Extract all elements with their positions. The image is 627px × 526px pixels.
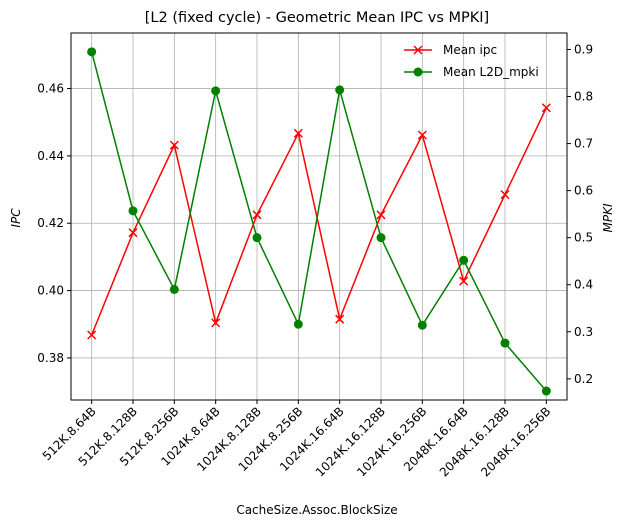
y2-tick-label: 0.2 (574, 372, 593, 386)
data-point (128, 206, 138, 216)
x-tick-label: 1024K.16.256B (354, 404, 429, 479)
data-point (335, 85, 345, 95)
data-point (211, 86, 221, 96)
data-point (500, 338, 510, 348)
y2-tick-label: 0.6 (574, 184, 593, 198)
data-point (376, 233, 386, 243)
data-point (128, 228, 138, 238)
y2-tick-label: 0.7 (574, 137, 593, 151)
data-point (293, 128, 303, 138)
y-axis-title: IPC (9, 208, 23, 228)
y2-tick-label: 0.5 (574, 231, 593, 245)
chart-title: [L2 (fixed cycle) - Geometric Mean IPC v… (145, 10, 489, 26)
data-point (459, 255, 469, 265)
y2-tick-label: 0.9 (574, 42, 593, 56)
data-point (87, 330, 97, 340)
data-point (417, 320, 427, 330)
y-tick-label: 0.38 (37, 351, 64, 365)
data-point (541, 103, 551, 113)
y-tick-label: 0.40 (37, 284, 64, 298)
data-point (252, 233, 262, 243)
data-point (87, 47, 97, 57)
series-mean-ipc (87, 103, 551, 340)
y2-axis-ticks: 0.2 0.3 0.4 0.5 0.6 0.7 0.8 0.9 (567, 42, 593, 386)
x-tick-label: 1024K.16.128B (313, 404, 388, 479)
legend-label-mean-mpki: Mean L2D_mpki (443, 65, 539, 79)
y2-tick-label: 0.4 (574, 278, 593, 292)
data-point (252, 210, 262, 220)
plot-area-frame (70, 32, 568, 401)
data-point (293, 319, 303, 329)
x-tick-label: 2048K.16.128B (437, 404, 512, 479)
y-axis-ticks: 0.38 0.40 0.42 0.44 0.46 (37, 82, 71, 365)
data-point (459, 276, 469, 286)
legend-marker-mean-mpki (413, 67, 423, 77)
data-point (169, 140, 179, 150)
data-point (376, 210, 386, 220)
x-axis-ticks: 512K.8.64B512K.8.128B512K.8.256B1024K.8.… (40, 400, 553, 479)
data-point (211, 318, 221, 328)
series-line (90, 51, 547, 392)
data-point (335, 314, 345, 324)
legend-label-mean-ipc: Mean ipc (443, 43, 497, 57)
y2-tick-label: 0.8 (574, 90, 593, 104)
y2-axis-title: MPKI (601, 203, 615, 232)
y-tick-label: 0.46 (37, 82, 64, 96)
data-point (169, 284, 179, 294)
data-point (500, 190, 510, 200)
y2-tick-label: 0.3 (574, 325, 593, 339)
data-point (417, 130, 427, 140)
y-tick-label: 0.42 (37, 216, 64, 230)
legend: Mean ipc Mean L2D_mpki (404, 43, 539, 79)
x-tick-label: 2048K.16.256B (478, 404, 553, 479)
y-tick-label: 0.44 (37, 149, 64, 163)
data-point (541, 386, 551, 396)
series-line (90, 107, 548, 336)
series-mean-mpki (87, 47, 551, 396)
grid (71, 33, 567, 400)
x-axis-title: CacheSize.Assoc.BlockSize (236, 503, 397, 517)
legend-marker-mean-ipc (413, 45, 423, 55)
